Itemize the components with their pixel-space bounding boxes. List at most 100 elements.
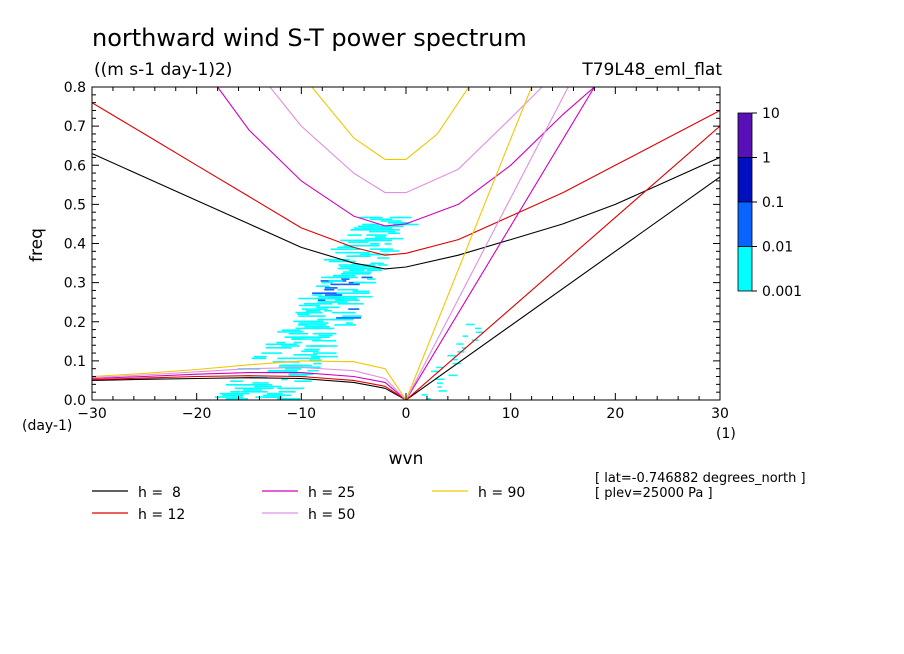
spectrum-cell bbox=[345, 322, 353, 324]
spectrum-cell bbox=[323, 259, 349, 261]
x-tick-label: 10 bbox=[502, 406, 520, 422]
colorbar-label: 0.1 bbox=[762, 195, 784, 211]
spectrum-cell bbox=[318, 334, 333, 337]
spectrum-cell bbox=[243, 389, 262, 391]
spectrum-cell bbox=[240, 391, 268, 393]
dispersion-curve-ig-h90 bbox=[311, 87, 470, 160]
spectrum-cell bbox=[343, 244, 360, 247]
spectrum-cell bbox=[366, 234, 387, 236]
spectrum-cell bbox=[437, 382, 443, 384]
spectrum-cell bbox=[261, 352, 283, 354]
spectrum-cell bbox=[326, 297, 358, 300]
spectrum-cell bbox=[315, 325, 330, 328]
spectrum-cell bbox=[281, 345, 300, 347]
spectrum-cell bbox=[340, 239, 367, 242]
y-tick-label: 0.7 bbox=[64, 119, 86, 135]
y-tick-label: 0.8 bbox=[64, 80, 86, 96]
spectrum-cell bbox=[358, 244, 380, 247]
spectrum-cell bbox=[295, 327, 320, 330]
spectrum-cell bbox=[299, 336, 330, 338]
spectrum-cell bbox=[377, 257, 389, 259]
dispersion-curve-mrg-h50 bbox=[92, 366, 407, 400]
spectrum-cell bbox=[447, 355, 457, 357]
spectrum-cell bbox=[288, 332, 309, 335]
spectrum-cell bbox=[277, 357, 295, 360]
spectrum-cell bbox=[268, 369, 297, 372]
spectrum-cell bbox=[230, 380, 243, 382]
x-tick-label: 30 bbox=[711, 406, 729, 422]
spectrum-cell bbox=[342, 315, 362, 317]
spectrum-cell bbox=[353, 281, 377, 284]
colorbar-label: 10 bbox=[762, 106, 780, 122]
spectrum-cell bbox=[304, 325, 322, 328]
spectrum-cell bbox=[341, 295, 373, 298]
spectrum-cell bbox=[347, 241, 363, 243]
spectrum-cell bbox=[291, 373, 314, 375]
spectrum-cell bbox=[313, 327, 335, 330]
spectrum-cell bbox=[291, 338, 301, 340]
dispersion-curve-ig-h50 bbox=[269, 87, 543, 194]
spectrum-cell bbox=[368, 223, 380, 226]
spectrum-cell bbox=[265, 343, 295, 346]
legend: h = 8 h = 12 h = 25 h = 50 h = 90 bbox=[92, 485, 525, 523]
spectrum-cell bbox=[321, 281, 333, 284]
spectrum-cell bbox=[361, 276, 373, 279]
spectrum-cell bbox=[341, 278, 350, 280]
dispersion-curve-kelvin-h12 bbox=[405, 125, 720, 400]
legend-label: h = 12 bbox=[138, 507, 185, 523]
legend-label: h = 8 bbox=[138, 485, 181, 501]
spectrum-cell bbox=[387, 222, 400, 224]
spectrum-cell bbox=[345, 251, 363, 254]
spectrum-cell bbox=[315, 306, 339, 309]
spectrum-cell bbox=[360, 241, 369, 243]
spectrum-cell bbox=[348, 308, 360, 310]
spectrum-cell bbox=[421, 394, 428, 396]
spectrum-cell bbox=[264, 396, 279, 398]
spectrum-cell bbox=[312, 339, 337, 342]
spectrum-cell bbox=[330, 248, 361, 250]
y-tick-label: 0.1 bbox=[64, 354, 86, 370]
spectrum-cell bbox=[277, 331, 303, 333]
spectrum-cell bbox=[367, 269, 383, 272]
spectrum-cell bbox=[343, 292, 370, 294]
spectrum-cell bbox=[347, 234, 362, 236]
spectrum-cell bbox=[336, 317, 362, 319]
dispersion-curve-ig-h8 bbox=[92, 152, 720, 270]
spectrum-cell bbox=[276, 341, 286, 344]
x-axis-unit: (1) bbox=[716, 426, 736, 442]
axis-tick-labels: −30 −20 −10 0 10 20 30 0.0 0.1 0.2 0.3 0.4 0.5 0.6 0.7… bbox=[64, 80, 729, 422]
spectrum-cell bbox=[313, 362, 322, 365]
spectrum-cell bbox=[316, 355, 338, 358]
colorbar: 10 1 0.1 0.01 0.001 bbox=[737, 106, 802, 300]
spectrum-cell bbox=[278, 391, 296, 393]
colorbar-segment bbox=[737, 201, 753, 247]
spectrum-cell bbox=[234, 387, 252, 390]
spectrum-cell bbox=[360, 253, 390, 256]
spectrum-cell bbox=[295, 311, 323, 314]
spectrum-cell bbox=[384, 243, 392, 245]
spectrum-cell bbox=[225, 384, 250, 386]
spectrum-cell bbox=[230, 391, 241, 393]
spectrum-cell bbox=[375, 218, 393, 221]
spectrum-cell bbox=[252, 382, 269, 384]
dispersion-curve-ig-h12 bbox=[92, 102, 720, 256]
spectrum-cell bbox=[277, 387, 305, 390]
spectrum-cell bbox=[290, 343, 297, 346]
legend-label: h = 25 bbox=[308, 485, 355, 501]
spectrum-cell bbox=[427, 398, 431, 400]
dispersion-curve-ig-h25 bbox=[217, 87, 595, 227]
pressure-annotation: [ plev=25000 Pa ] bbox=[595, 486, 713, 501]
spectrum-cell bbox=[334, 324, 357, 326]
x-tick-label: −20 bbox=[182, 406, 212, 422]
colorbar-segment bbox=[737, 246, 753, 292]
spectrum-cell bbox=[364, 237, 379, 240]
spectrum-cell bbox=[350, 269, 365, 272]
y-tick-label: 0.6 bbox=[64, 158, 86, 174]
spectrum-cell bbox=[377, 264, 388, 266]
spectrum-cell bbox=[337, 303, 364, 305]
spectrum-cell bbox=[300, 324, 308, 326]
spectrum-cell bbox=[475, 331, 485, 333]
spectrum-cell bbox=[288, 373, 296, 375]
x-tick-label: 0 bbox=[402, 406, 411, 422]
spectrum-cell bbox=[337, 246, 353, 249]
